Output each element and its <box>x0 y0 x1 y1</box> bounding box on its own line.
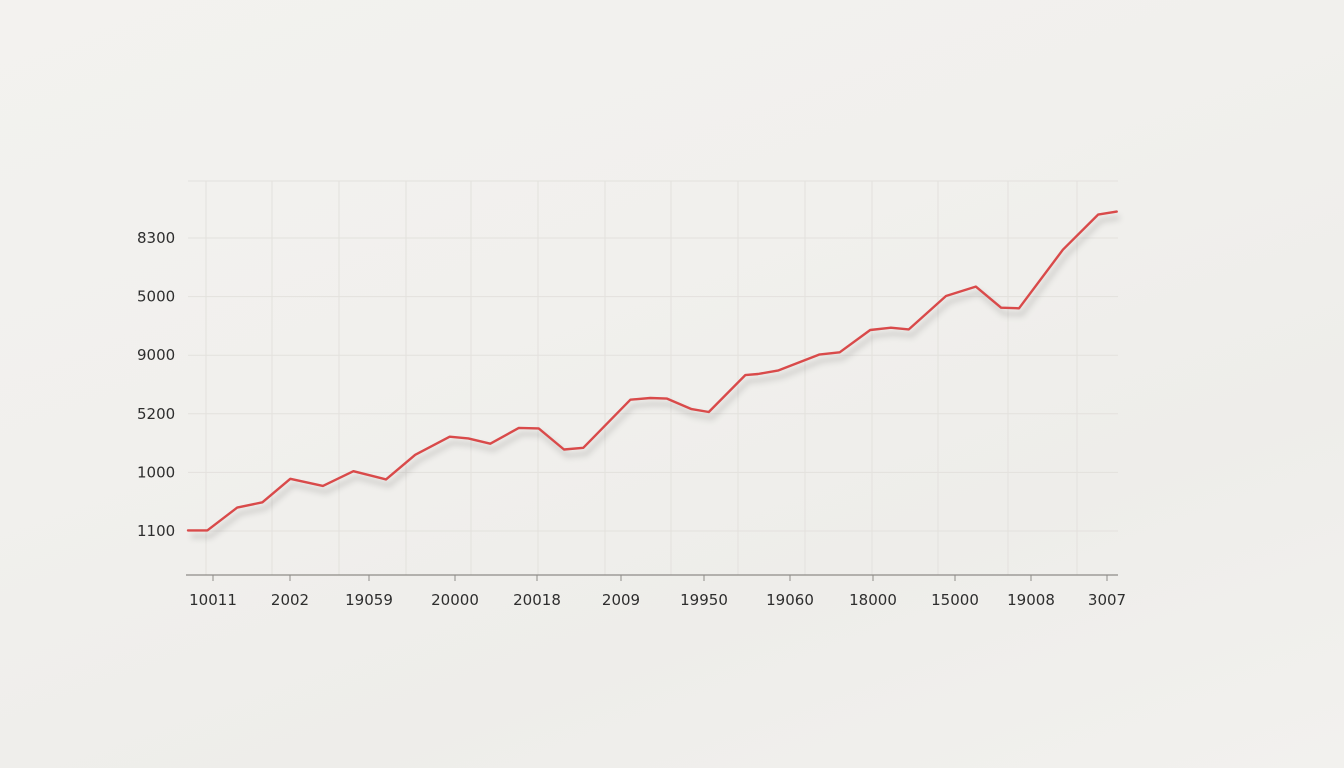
x-tick-label: 15000 <box>931 591 979 609</box>
series-line <box>186 210 1118 532</box>
x-tick-label: 19059 <box>345 591 393 609</box>
y-tick-label: 9000 <box>137 346 175 364</box>
series-line-shadow <box>191 215 1121 539</box>
y-tick-label: 5200 <box>137 405 175 423</box>
x-tick-label: 2009 <box>602 591 640 609</box>
x-tick-label: 18000 <box>849 591 897 609</box>
x-tick-label: 19060 <box>766 591 814 609</box>
x-tick-label: 19008 <box>1007 591 1055 609</box>
x-tick-label: 2002 <box>271 591 309 609</box>
x-tick-label: 20018 <box>513 591 561 609</box>
x-tick-label: 3007 <box>1088 591 1126 609</box>
x-tick-label: 10011 <box>189 591 237 609</box>
y-axis-tick-labels: 8300 5000 9000 5200 1000 1100 <box>137 229 175 540</box>
x-axis-tick-labels: 10011 2002 19059 20000 20018 2009 19950 19060 18… <box>189 591 1126 609</box>
chart-grid <box>188 180 1118 575</box>
y-tick-label: 1000 <box>137 463 175 481</box>
y-tick-label: 1100 <box>137 522 175 540</box>
y-tick-label: 8300 <box>137 229 175 247</box>
x-tick-label: 20000 <box>431 591 479 609</box>
x-tick-label: 19950 <box>680 591 728 609</box>
y-tick-label: 5000 <box>137 288 175 306</box>
chart-axes <box>186 574 1118 581</box>
series-group <box>186 210 1121 539</box>
